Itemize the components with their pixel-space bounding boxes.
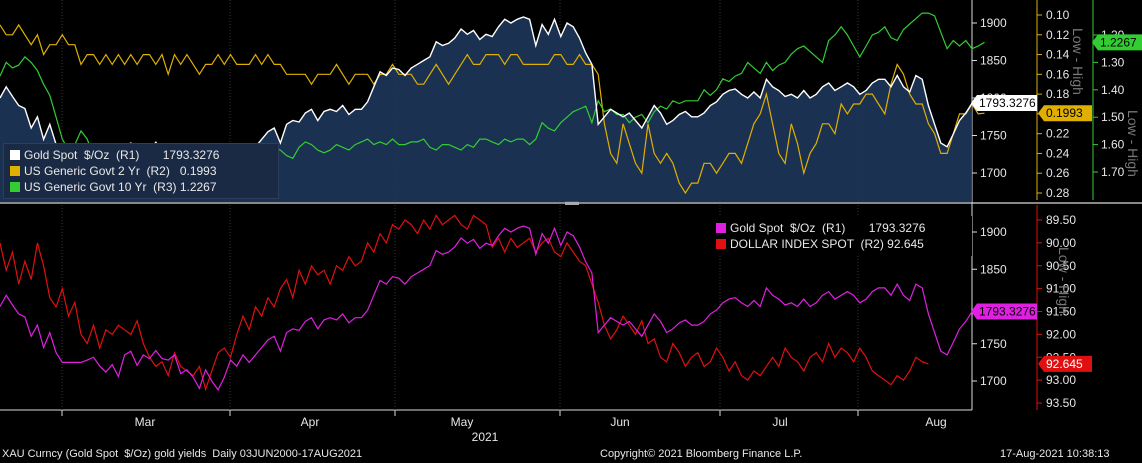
r3-tick-label: 1.60 <box>1101 138 1125 152</box>
legend-entry-gold-lower: Gold Spot $/Oz (R1) 1793.3276 <box>716 220 965 236</box>
legend-swatch-dxy <box>716 239 726 249</box>
r2-tick-label: 0.16 <box>1046 67 1070 81</box>
legend-label-us2y: US Generic Govt 2 Yr (R2) 0.1993 <box>24 164 217 178</box>
x-tick-label-apr: Apr <box>301 415 320 429</box>
upper-legend: Gold Spot $/Oz (R1) 1793.3276 US Generic… <box>3 143 279 199</box>
badge-gold-upper: 1793.3276 <box>979 96 1036 110</box>
lower-r2-tick-label: 93.50 <box>1046 396 1076 410</box>
r1-tick-label: 1700 <box>980 166 1007 180</box>
x-year-label: 2021 <box>472 430 499 444</box>
rotated-label-upper2: Low - High <box>1125 110 1141 177</box>
legend-entry-us10y: US Generic Govt 10 Yr (R3) 1.2267 <box>10 179 272 195</box>
badge-gold-lower-bg <box>971 303 1037 320</box>
badge-gold-lower: 1793.3276 <box>979 304 1036 318</box>
r1-tick-label: 1750 <box>980 129 1007 143</box>
lower-r1-tick-label: 1900 <box>980 225 1007 239</box>
lower-legend: Gold Spot $/Oz (R1) 1793.3276 DOLLAR IND… <box>709 216 972 256</box>
lower-r1-tick-label: 1750 <box>980 337 1007 351</box>
r3-tick-label: 1.30 <box>1101 55 1125 69</box>
footer-center: Copyright© 2021 Bloomberg Finance L.P. <box>600 448 803 460</box>
dxy-line <box>0 214 929 392</box>
r2-tick-label: 0.24 <box>1046 146 1070 160</box>
r3-tick-label: 1.50 <box>1101 110 1125 124</box>
legend-swatch-gold-lower <box>716 223 726 233</box>
x-tick-label-jun: Jun <box>610 415 629 429</box>
x-tick-label-jul: Jul <box>772 415 787 429</box>
r1-tick-label: 1850 <box>980 54 1007 68</box>
r2-tick-label: 0.28 <box>1046 186 1070 200</box>
x-tick-label-aug: Aug <box>925 415 946 429</box>
x-tick-label-may: May <box>451 415 474 429</box>
rotated-label-lower: Low - High <box>1056 247 1072 314</box>
lower-r2-tick-label: 90.00 <box>1046 236 1076 250</box>
r2-tick-label: 0.12 <box>1046 28 1070 42</box>
x-tick-label-mar: Mar <box>135 415 156 429</box>
legend-swatch-gold <box>10 150 20 160</box>
legend-label-us10y: US Generic Govt 10 Yr (R3) 1.2267 <box>24 180 217 194</box>
legend-swatch-us10y <box>10 182 20 192</box>
legend-label-gold: Gold Spot $/Oz (R1) 1793.3276 <box>24 148 220 162</box>
lower-r2-tick-label: 89.50 <box>1046 213 1076 227</box>
panel-resize-handle <box>565 201 579 205</box>
rotated-label-upper: Low - High <box>1070 28 1086 95</box>
badge-us2y-bg <box>1038 105 1092 122</box>
lower-r2-tick-label: 91.50 <box>1046 305 1076 319</box>
footer-right: 17-Aug-2021 10:38:13 <box>1000 448 1110 460</box>
r1-tick-label: 1900 <box>980 16 1007 30</box>
legend-entry-dxy: DOLLAR INDEX SPOT (R2) 92.645 <box>716 236 965 252</box>
r2-tick-label: 0.14 <box>1046 48 1070 62</box>
r2-tick-label: 0.26 <box>1046 166 1070 180</box>
footer-left: XAU Curncy (Gold Spot $/Oz) gold yields … <box>2 448 363 460</box>
r3-tick-label: 1.70 <box>1101 165 1125 179</box>
r2-tick-label: 0.10 <box>1046 8 1070 22</box>
legend-label-dxy: DOLLAR INDEX SPOT (R2) 92.645 <box>730 237 924 251</box>
badge-us10y: 1.2267 <box>1100 35 1137 49</box>
gold-line-lower <box>0 225 973 392</box>
us2y-line <box>0 23 985 195</box>
badge-gold-upper-bg <box>971 95 1037 112</box>
legend-entry-us2y: US Generic Govt 2 Yr (R2) 0.1993 <box>10 163 272 179</box>
lower-r1-tick-label: 1850 <box>980 262 1007 276</box>
badge-dxy: 92.645 <box>1046 357 1083 371</box>
lower-r1-tick-label: 1700 <box>980 374 1007 388</box>
legend-label-gold-lower: Gold Spot $/Oz (R1) 1793.3276 <box>730 221 926 235</box>
badge-us2y: 0.1993 <box>1046 106 1083 120</box>
legend-entry-gold: Gold Spot $/Oz (R1) 1793.3276 <box>10 147 272 163</box>
lower-r2-tick-label: 90.50 <box>1046 259 1076 273</box>
legend-swatch-us2y <box>10 166 20 176</box>
lower-r2-tick-label: 93.00 <box>1046 373 1076 387</box>
r2-tick-label: 0.18 <box>1046 87 1070 101</box>
lower-r2-tick-label: 92.00 <box>1046 327 1076 341</box>
lower-r2-tick-label: 91.00 <box>1046 282 1076 296</box>
r3-tick-label: 1.40 <box>1101 83 1125 97</box>
r2-tick-label: 0.22 <box>1046 127 1070 141</box>
badge-dxy-bg <box>1038 355 1092 372</box>
badge-us10y-bg <box>1092 34 1142 51</box>
